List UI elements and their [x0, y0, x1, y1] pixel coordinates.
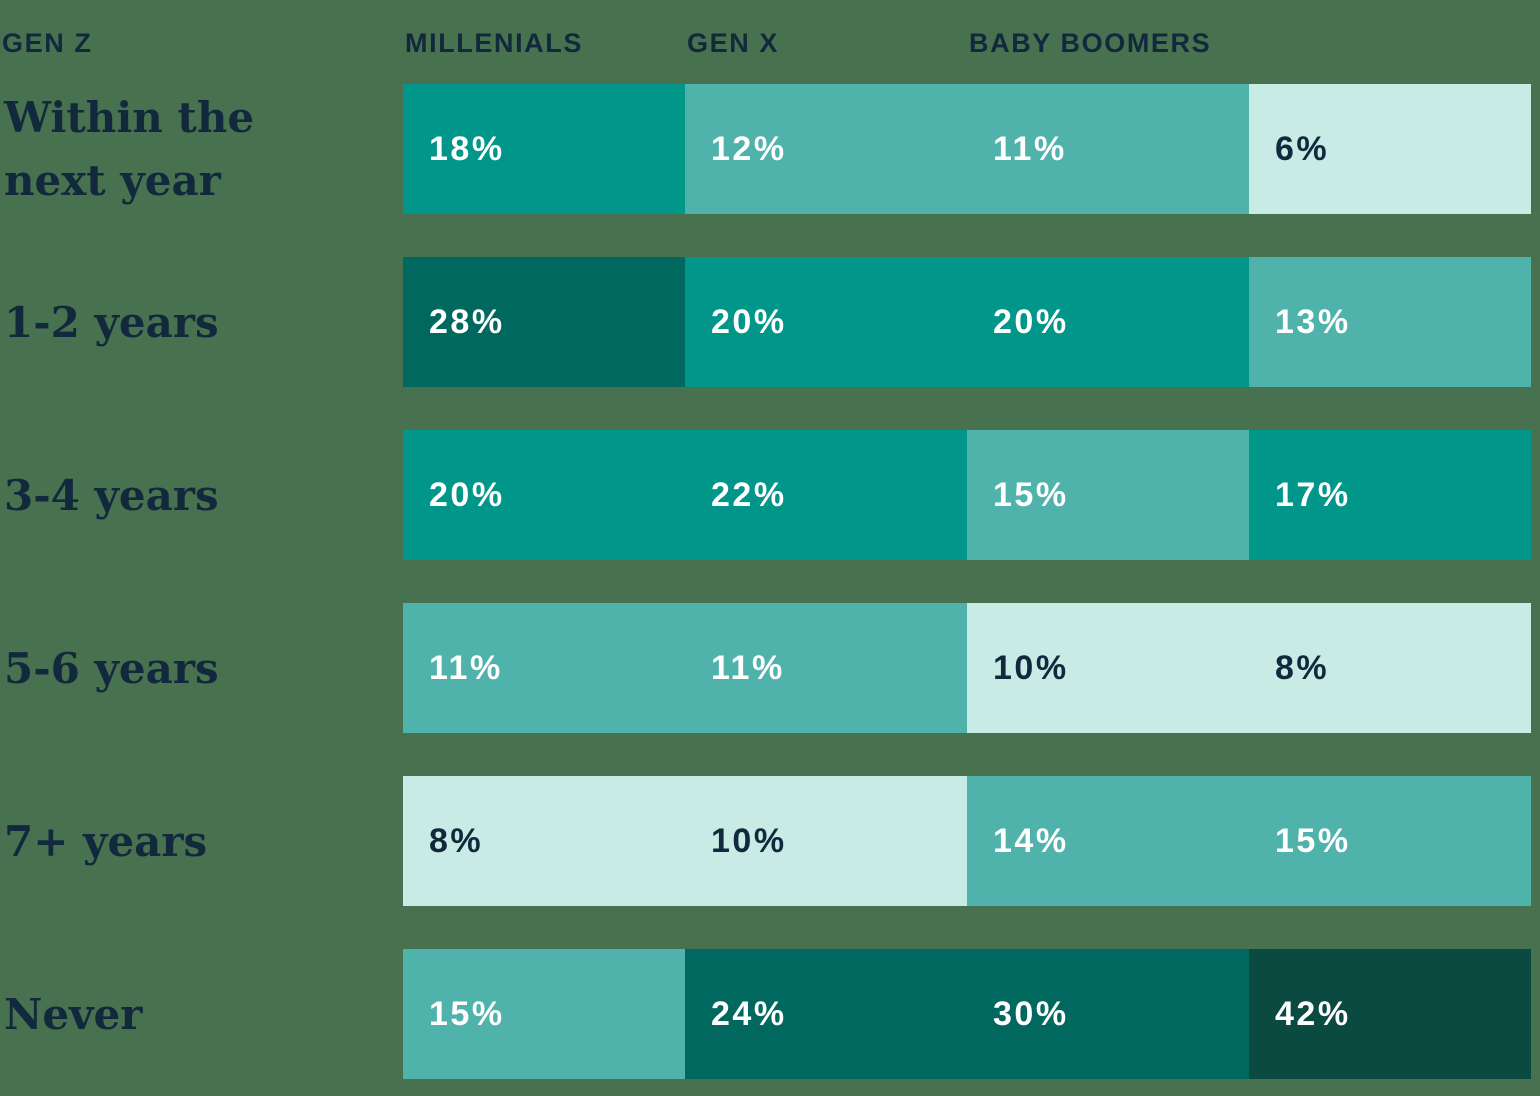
heatmap-grid: Within the next year 18% 12% 11% 6% 1-2 …	[0, 84, 1540, 1079]
column-headers: GEN Z MILLENIALS GEN X BABY BOOMERS	[0, 28, 1540, 59]
cell-value: 28%	[429, 302, 505, 341]
cell-value: 20%	[429, 475, 505, 514]
cell-value: 30%	[993, 994, 1069, 1033]
column-header-gen-z: GEN Z	[2, 28, 93, 58]
cell-value: 10%	[993, 648, 1069, 687]
cell-value: 12%	[711, 129, 787, 168]
row-label-never: Never	[4, 989, 143, 1039]
cell-value: 8%	[1275, 648, 1330, 687]
heatmap-cell: 13%	[1249, 257, 1531, 387]
cell-value: 14%	[993, 821, 1069, 860]
row-label-within-next-year: Within the next year	[4, 93, 255, 205]
cell-value: 10%	[711, 821, 787, 860]
column-header-baby-boomers: BABY BOOMERS	[969, 28, 1212, 58]
heatmap-cell: 42%	[1249, 949, 1531, 1079]
heatmap-cell: 11%	[967, 84, 1249, 214]
cell-value: 20%	[993, 302, 1069, 341]
heatmap-cell: 28%	[403, 257, 685, 387]
row-label-7-plus-years: 7+ years	[4, 816, 208, 866]
cell-value: 24%	[711, 994, 787, 1033]
row-label-3-4-years: 3-4 years	[4, 470, 219, 520]
column-header-gen-x: GEN X	[687, 28, 780, 58]
heatmap-cell: 24%	[685, 949, 967, 1079]
row-label-5-6-years: 5-6 years	[4, 643, 219, 693]
heatmap-cell: 20%	[685, 257, 967, 387]
heatmap-cell: 30%	[967, 949, 1249, 1079]
heatmap-cell: 8%	[403, 776, 685, 906]
heatmap-cell: 17%	[1249, 430, 1531, 560]
column-header-millenials: MILLENIALS	[405, 28, 583, 58]
heatmap-cell: 14%	[967, 776, 1249, 906]
cell-value: 11%	[711, 648, 785, 687]
cell-value: 17%	[1275, 475, 1351, 514]
heatmap-cell: 12%	[685, 84, 967, 214]
cell-value: 15%	[1275, 821, 1351, 860]
cell-value: 8%	[429, 821, 484, 860]
cell-value: 13%	[1275, 302, 1351, 341]
cell-value: 15%	[429, 994, 505, 1033]
heatmap-cell: 15%	[403, 949, 685, 1079]
heatmap-cell: 18%	[403, 84, 685, 214]
heatmap-cell: 20%	[403, 430, 685, 560]
cell-value: 15%	[993, 475, 1069, 514]
cell-value: 11%	[429, 648, 503, 687]
cell-value: 11%	[993, 129, 1067, 168]
cell-value: 18%	[429, 129, 505, 168]
heatmap-cell: 15%	[1249, 776, 1531, 906]
heatmap-cell: 10%	[967, 603, 1249, 733]
cell-value: 20%	[711, 302, 787, 341]
heatmap-cell: 20%	[967, 257, 1249, 387]
heatmap-cell: 10%	[685, 776, 967, 906]
heatmap-cell: 11%	[685, 603, 967, 733]
row-label-1-2-years: 1-2 years	[4, 297, 219, 347]
cell-value: 42%	[1275, 994, 1351, 1033]
cell-value: 6%	[1275, 129, 1330, 168]
heatmap-cell: 6%	[1249, 84, 1531, 214]
heatmap-cell: 11%	[403, 603, 685, 733]
heatmap-cell: 22%	[685, 430, 967, 560]
heatmap-cell: 15%	[967, 430, 1249, 560]
heatmap-cell: 8%	[1249, 603, 1531, 733]
cell-value: 22%	[711, 475, 787, 514]
